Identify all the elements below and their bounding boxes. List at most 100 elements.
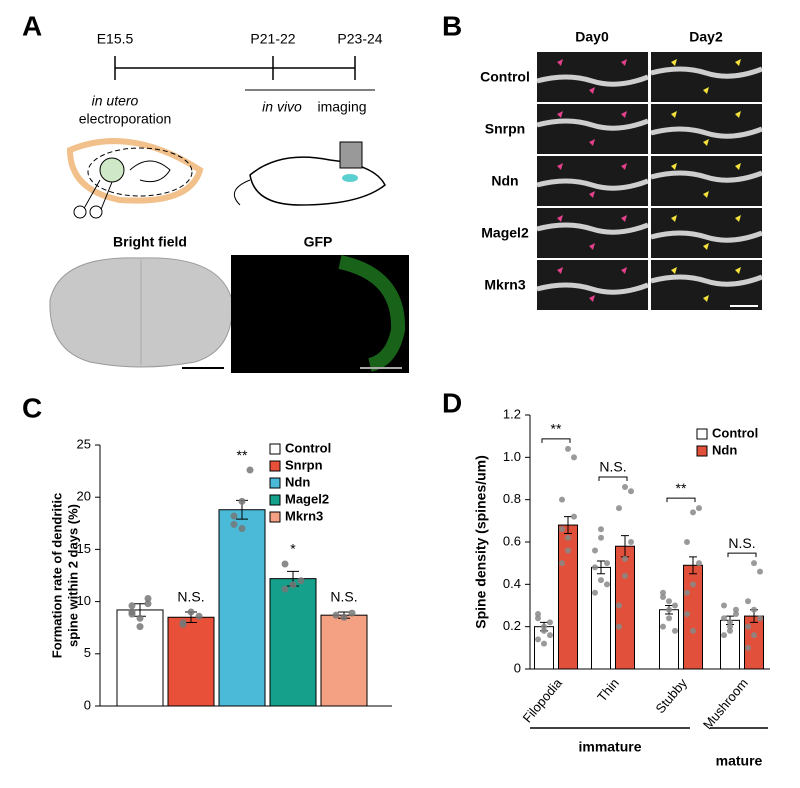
significance: N.S. — [599, 459, 626, 475]
micrograph — [651, 156, 762, 206]
method-label: electroporation — [79, 111, 172, 127]
data-point — [144, 594, 152, 602]
row-label: Control — [480, 69, 530, 85]
data-point — [541, 623, 547, 630]
data-point — [757, 568, 763, 575]
data-point — [684, 589, 690, 596]
data-point — [660, 594, 666, 601]
legend-label: Ndn — [712, 442, 737, 457]
data-point — [733, 610, 739, 617]
micrograph — [537, 104, 648, 154]
data-point — [733, 606, 739, 613]
column-label: Day2 — [689, 29, 723, 45]
y-tick-label: 1.0 — [503, 449, 521, 464]
arrowhead — [621, 215, 627, 222]
charts: 0 5 10 15 20 25 Formation rate of dendritic spi… — [49, 406, 770, 769]
significance: * — [290, 541, 296, 557]
y-tick-label: 1.2 — [503, 406, 521, 421]
micrograph — [537, 208, 648, 258]
significance: N.S. — [177, 589, 204, 605]
significance-bracket — [727, 552, 757, 558]
bar — [269, 578, 317, 707]
data-point — [690, 581, 696, 588]
dendrite — [650, 230, 763, 243]
arrowhead — [671, 59, 677, 66]
data-point — [559, 560, 565, 567]
data-point — [721, 615, 727, 622]
data-point — [757, 615, 763, 622]
y-axis-label: spine within 2 days (%) — [65, 504, 80, 647]
data-point — [721, 632, 727, 639]
data-point — [690, 627, 696, 634]
data-point — [571, 513, 577, 520]
legend-label: Control — [712, 425, 758, 440]
data-point — [622, 483, 628, 490]
legend-swatch — [269, 443, 281, 455]
legend-swatch — [696, 445, 708, 457]
data-point — [289, 581, 297, 589]
arrowhead — [589, 139, 595, 146]
data-point — [604, 560, 610, 567]
legend-swatch — [269, 477, 281, 489]
significance: N.S. — [330, 589, 357, 605]
data-point — [745, 644, 751, 651]
significance: N.S. — [728, 535, 755, 551]
panel-label: C — [22, 392, 42, 423]
y-tick-label: 20 — [77, 489, 91, 504]
data-point — [745, 598, 751, 605]
arrowhead — [703, 87, 709, 94]
bar — [167, 616, 215, 707]
data-point — [348, 609, 356, 617]
bright-field-image — [49, 257, 233, 369]
arrowhead — [589, 295, 595, 302]
arrowhead — [735, 163, 741, 170]
arrowhead — [557, 215, 563, 222]
data-point — [616, 623, 622, 630]
data-point — [565, 547, 571, 554]
electroporation-sketch — [66, 138, 204, 219]
dendrite — [650, 274, 763, 287]
row-label: Ndn — [491, 173, 518, 189]
arrowhead — [621, 163, 627, 170]
arrowhead — [735, 267, 741, 274]
y-tick-label: 25 — [77, 436, 91, 451]
data-point — [666, 615, 672, 622]
method-label: imaging — [317, 99, 366, 115]
arrowhead — [703, 295, 709, 302]
bar — [218, 509, 266, 707]
dendrite — [536, 282, 649, 295]
bar — [683, 564, 703, 670]
data-point — [136, 614, 144, 622]
gfp-image — [231, 255, 409, 373]
dendrite — [536, 222, 649, 235]
arrowhead — [621, 267, 627, 274]
timeline-label: E15.5 — [97, 31, 134, 47]
data-point — [660, 623, 666, 630]
x-tick-label: Mushroom — [700, 675, 751, 732]
panel-label: A — [22, 10, 42, 41]
arrowhead — [735, 59, 741, 66]
arrowhead — [621, 59, 627, 66]
data-point — [541, 627, 547, 634]
y-tick-label: 0.4 — [503, 576, 521, 591]
data-point — [628, 539, 634, 545]
arrowhead — [557, 163, 563, 170]
data-point — [281, 560, 289, 568]
y-tick-label: 0 — [514, 660, 521, 675]
timeline-label: P23-24 — [337, 31, 382, 47]
error-bar — [597, 560, 605, 575]
significance-bracket — [541, 438, 571, 443]
arrowhead — [703, 139, 709, 146]
dendrite — [536, 118, 649, 131]
imaging-sketch — [233, 141, 386, 206]
data-point — [660, 589, 666, 596]
bar — [558, 524, 578, 670]
data-point — [541, 640, 547, 647]
y-tick-label: 5 — [84, 645, 91, 660]
data-point — [559, 496, 565, 503]
data-point — [136, 623, 144, 631]
arrowhead — [621, 111, 627, 118]
y-tick-label: 15 — [77, 541, 91, 556]
data-point — [340, 613, 348, 621]
